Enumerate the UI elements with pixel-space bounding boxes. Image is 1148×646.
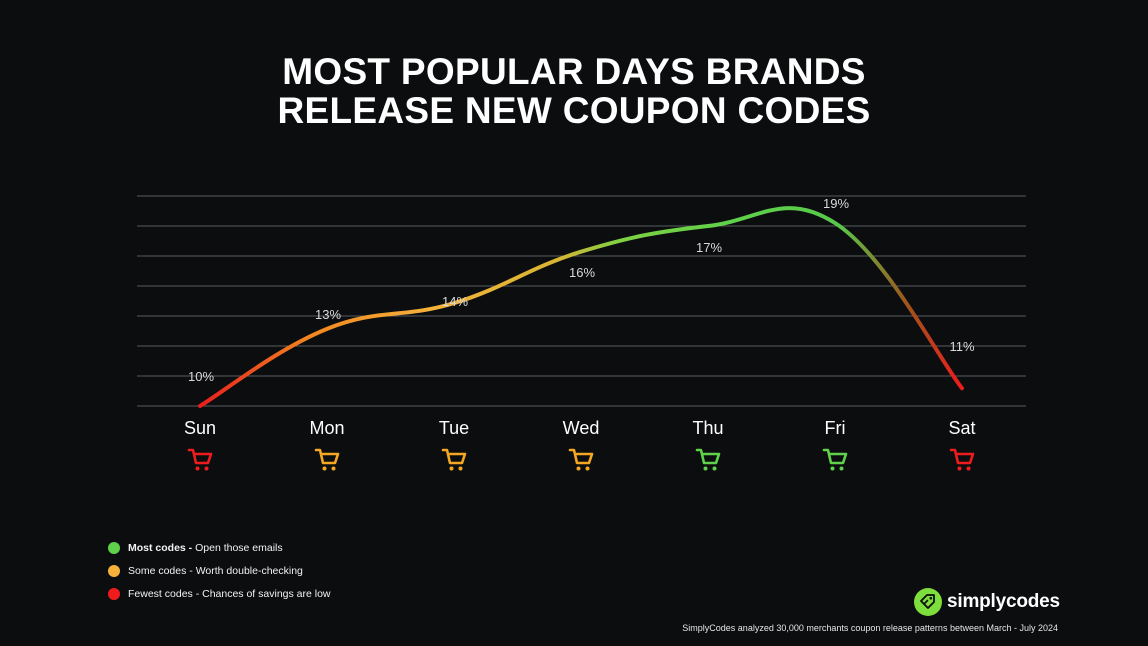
shopping-cart-icon: [695, 448, 721, 471]
chart-title-line-1: MOST POPULAR DAYS BRANDS: [282, 51, 866, 92]
shopping-cart-icon: [822, 448, 848, 471]
data-label: 14%: [442, 294, 468, 309]
brand-name: simplycodes: [947, 591, 1060, 612]
data-label: 13%: [315, 307, 341, 322]
x-tick-label: Sun: [184, 418, 216, 438]
legend-label-some: Some codes - Worth double-checking: [128, 565, 303, 577]
legend-item-some: Some codes - Worth double-checking: [108, 560, 331, 582]
x-tick-label: Mon: [309, 418, 344, 438]
shopping-cart-icon: [568, 448, 594, 471]
chart-title: MOST POPULAR DAYS BRANDS RELEASE NEW COU…: [0, 52, 1148, 130]
x-tick-label: Sat: [948, 418, 975, 438]
x-tick-label: Thu: [692, 418, 723, 438]
legend-dot-some: [108, 565, 120, 577]
legend: Most codes - Open those emails Some code…: [108, 537, 331, 606]
brand-logo: simplycodes: [914, 588, 1060, 616]
x-axis-tick-labels: Sun Mon Tue Wed Thu Fri Sat: [184, 418, 976, 438]
gridlines: [137, 195, 1026, 407]
x-tick-label: Tue: [439, 418, 469, 438]
series-line: [198, 206, 964, 408]
cart-icons: [187, 448, 975, 471]
legend-label-fewest: Fewest codes - Chances of savings are lo…: [128, 588, 331, 600]
legend-item-most: Most codes - Open those emails: [108, 537, 331, 559]
legend-dot-fewest: [108, 588, 120, 600]
data-label: 10%: [188, 369, 214, 384]
coupon-tag-icon: [914, 588, 942, 616]
shopping-cart-icon: [949, 448, 975, 471]
series-line-group: [198, 206, 964, 408]
value-labels: 10% 13% 14% 16% 17% 19% 11%: [188, 196, 975, 384]
source-footnote: SimplyCodes analyzed 30,000 merchants co…: [682, 623, 1058, 633]
legend-item-fewest: Fewest codes - Chances of savings are lo…: [108, 583, 331, 605]
legend-label-most: Most codes - Open those emails: [128, 542, 283, 554]
legend-dot-most: [108, 542, 120, 554]
data-label: 16%: [569, 265, 595, 280]
data-label: 19%: [823, 196, 849, 211]
x-tick-label: Wed: [563, 418, 600, 438]
shopping-cart-icon: [441, 448, 467, 471]
chart-title-line-2: RELEASE NEW COUPON CODES: [277, 90, 871, 131]
x-tick-label: Fri: [825, 418, 846, 438]
legend-label-most-text: Open those emails: [195, 542, 283, 554]
legend-label-most-bold: Most codes -: [128, 542, 196, 554]
shopping-cart-icon: [314, 448, 340, 471]
data-label: 11%: [949, 339, 974, 354]
data-label: 17%: [696, 240, 722, 255]
shopping-cart-icon: [187, 448, 213, 471]
